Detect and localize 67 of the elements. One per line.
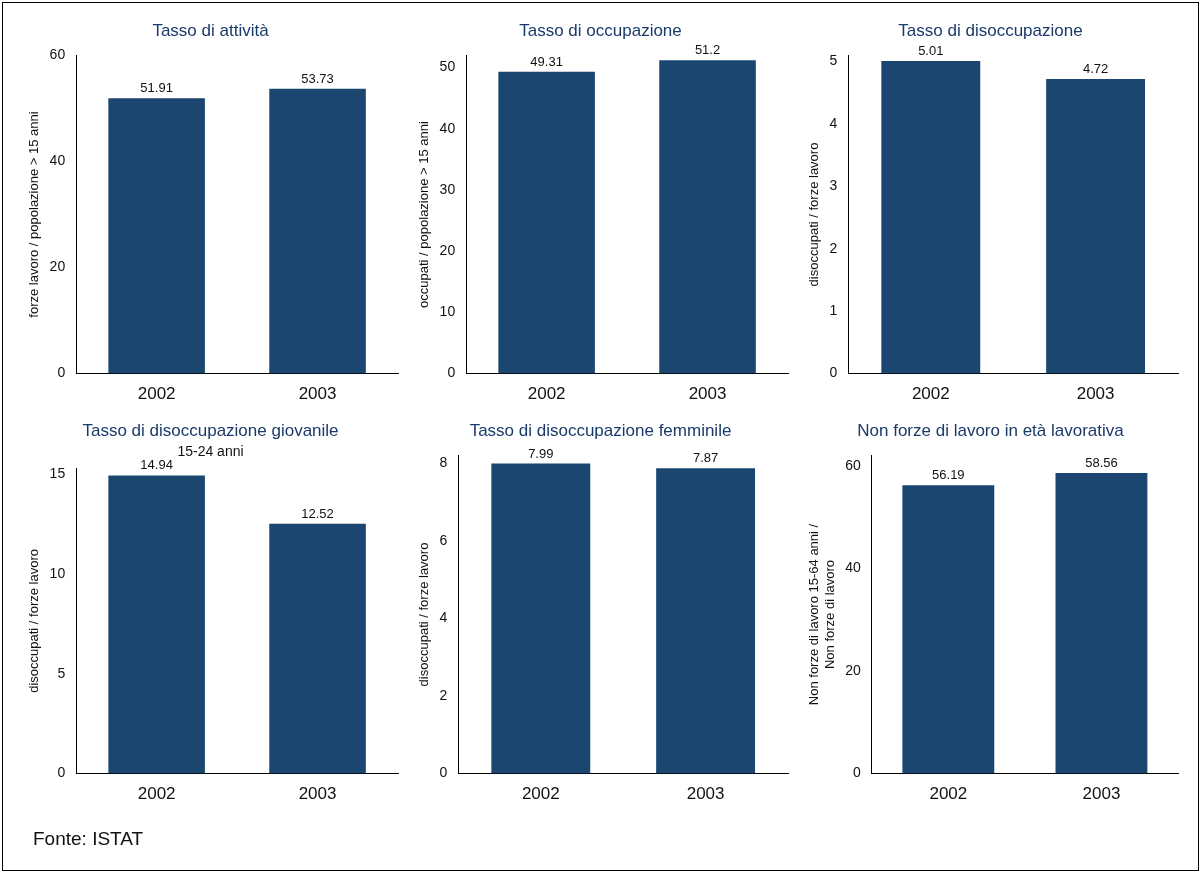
data-label: 51.2	[694, 42, 721, 58]
data-label: 49.31	[530, 53, 563, 69]
y-tick-label: 60	[49, 46, 66, 63]
x-tick-label: 2002	[521, 784, 560, 804]
data-label: 51.91	[140, 80, 173, 96]
data-label: 56.19	[932, 467, 965, 483]
data-label: 4.72	[1082, 61, 1109, 77]
y-tick-label: 20	[49, 258, 66, 275]
y-tick-label: 30	[439, 180, 456, 197]
data-label: 12.52	[301, 505, 334, 521]
chart-title: Non forze di lavoro in età lavorativa	[857, 420, 1125, 440]
x-tick-label: 2003	[1076, 384, 1115, 404]
y-tick-label: 10	[49, 564, 66, 581]
y-axis-title: disoccupati / forze lavoro	[416, 542, 432, 687]
y-tick-label: 0	[57, 764, 66, 781]
y-tick-label: 8	[439, 454, 448, 471]
chart-title: Tasso di disoccupazione giovanile	[82, 420, 339, 440]
source-note: Fonte: ISTAT	[33, 828, 144, 850]
y-tick-label: 6	[439, 531, 448, 548]
x-tick-label: 2003	[298, 784, 337, 804]
data-label: 58.56	[1085, 455, 1118, 471]
x-tick-label: 2003	[686, 784, 725, 804]
y-tick-label: 10	[439, 303, 456, 320]
y-axis-title: forze lavoro / popolazione > 15 anni	[26, 111, 42, 318]
chart-title: Tasso di disoccupazione femminile	[469, 420, 732, 440]
y-tick-label: 4	[829, 114, 838, 131]
y-tick-label: 0	[57, 364, 66, 381]
y-tick-label: 0	[439, 764, 448, 781]
x-tick-label: 2003	[688, 384, 727, 404]
x-tick-label: 2002	[137, 384, 176, 404]
data-label: 7.99	[528, 445, 554, 461]
y-axis-title: disoccupati / forze lavoro	[806, 142, 822, 287]
y-tick-label: 5	[57, 664, 66, 681]
y-tick-label: 50	[439, 58, 456, 75]
y-axis-title: occupati / popolazione > 15 anni	[416, 120, 432, 308]
y-tick-label: 3	[829, 177, 838, 194]
y-tick-label: 15	[49, 465, 66, 482]
y-tick-label: 0	[447, 364, 456, 381]
chart-title: Tasso di occupazione	[519, 20, 682, 40]
x-tick-label: 2002	[137, 784, 176, 804]
chart-title: Tasso di disoccupazione	[898, 20, 1083, 40]
y-tick-label: 4	[439, 609, 448, 626]
y-tick-label: 0	[829, 364, 838, 381]
x-tick-label: 2002	[911, 384, 950, 404]
data-label: 53.73	[301, 70, 334, 86]
x-tick-label: 2002	[527, 384, 566, 404]
x-tick-label: 2003	[1082, 784, 1121, 804]
y-tick-label: 2	[829, 239, 838, 256]
y-axis-title: Non forze di lavoro 15-64 anni / Non forze di lavoro	[806, 523, 837, 706]
y-tick-label: 1	[829, 302, 838, 319]
x-tick-label: 2003	[298, 384, 337, 404]
data-label: 5.01	[918, 43, 944, 59]
data-label: 7.87	[692, 450, 719, 466]
y-tick-label: 2	[439, 686, 448, 703]
data-label: 14.94	[140, 457, 173, 473]
y-tick-label: 40	[439, 119, 456, 136]
chart-title: Tasso di attività	[152, 20, 270, 40]
y-tick-label: 20	[439, 242, 456, 259]
y-tick-label: 60	[845, 456, 861, 473]
y-tick-label: 40	[845, 559, 861, 576]
y-tick-label: 5	[829, 52, 838, 69]
y-tick-label: 20	[845, 661, 861, 678]
x-tick-label: 2002	[929, 784, 968, 804]
chart-subtitle: 15-24 anni	[177, 442, 244, 459]
y-axis-title: disoccupati / forze lavoro	[26, 549, 42, 693]
y-tick-label: 0	[852, 764, 861, 781]
y-tick-label: 40	[49, 152, 66, 169]
